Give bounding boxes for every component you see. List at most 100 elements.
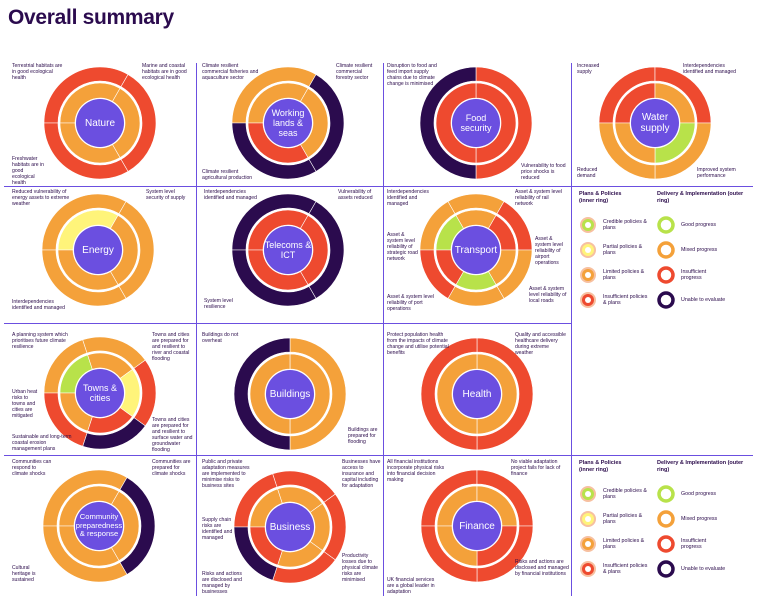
legend-item: Limited policies & plans (579, 535, 649, 553)
legend-item: Good progress (657, 216, 727, 234)
inner-ring-segment (436, 353, 478, 435)
legend: Plans & Policies (inner ring) Delivery &… (571, 455, 753, 596)
legend-swatch (580, 561, 596, 577)
inner-ring-segment (614, 122, 656, 164)
outcome-label: Communities are prepared for climate sho… (152, 459, 191, 477)
chart-business: Businesses have access to insurance and … (196, 455, 383, 596)
outcome-label: Risks and actions are disclosed and mana… (202, 571, 242, 595)
legend-label: Insufficient progress (681, 269, 707, 281)
outcome-label: Cultural heritage is sustained (12, 565, 36, 583)
page-title: Overall summary (8, 6, 174, 29)
grid-line (4, 186, 753, 187)
inner-ring-segment (58, 525, 120, 567)
outer-ring-segment (420, 525, 478, 583)
legend-swatch (580, 511, 596, 527)
ring-core (76, 99, 124, 147)
outcome-label: Supply chain risks are identified and ma… (202, 517, 233, 541)
ring-core (266, 370, 314, 418)
ring-chart (231, 66, 345, 180)
ring-chart (41, 193, 155, 307)
outer-ring-segment (231, 249, 317, 307)
outcome-label: Terrestrial habitats are in good ecologi… (12, 63, 63, 81)
ring-core (452, 99, 500, 147)
legend-label: Insufficient progress (681, 538, 707, 550)
legend-swatch (580, 536, 596, 552)
outer-ring-segment (420, 337, 478, 451)
legend-label: Partial policies & plans (603, 244, 643, 256)
legend-item: Insufficient policies & plans (579, 291, 649, 309)
inner-ring-segment (436, 525, 478, 567)
legend-label: Insufficient policies & plans (603, 294, 648, 306)
ring-core (631, 99, 679, 147)
outer-ring-segment (419, 66, 477, 180)
legend-swatch (580, 242, 596, 258)
outcome-label: Public and private adaptation measures a… (202, 459, 250, 489)
outer-ring-segment (42, 525, 128, 583)
legend-item: Insufficient progress (657, 266, 727, 284)
chart-nature: Terrestrial habitats are in good ecologi… (4, 63, 196, 186)
legend-item: Mixed progress (657, 241, 727, 259)
legend-item: Insufficient policies & plans (579, 560, 649, 578)
outer-ring-segment (233, 337, 291, 451)
chart-telecoms: Vulnerability of assets reduced System l… (196, 186, 383, 323)
legend-heading: Delivery & Implementation (outer ring) (657, 191, 744, 204)
outcome-label: Vulnerability to food price shocks is re… (521, 163, 566, 181)
outcome-label: Reduced demand (577, 167, 598, 179)
ring-core (452, 226, 500, 274)
outcome-label: Risks and actions are disclosed and mana… (515, 559, 569, 577)
ring-core (266, 503, 314, 551)
outcome-label: Urban heat risks to towns and cities are… (12, 389, 38, 419)
outcome-label: Climate resilient agricultural productio… (202, 169, 253, 181)
legend-swatch (657, 266, 675, 284)
outcome-label: System level security of supply (146, 189, 186, 201)
outcome-label: Freshwater habitats are in good ecologic… (12, 156, 44, 186)
outcome-label: Asset & system level reliability of loca… (529, 286, 567, 304)
ring-core (453, 502, 501, 550)
legend-label: Unable to evaluate (681, 297, 726, 303)
ring-core (76, 369, 124, 417)
legend-swatch (657, 241, 675, 259)
legend: Plans & Policies (inner ring) Delivery &… (571, 186, 753, 323)
legend-label: Good progress (681, 491, 717, 497)
legend-heading: Plans & Policies (inner ring) (579, 191, 622, 204)
legend-heading: Plans & Policies (inner ring) (579, 460, 622, 473)
legend-label: Partial policies & plans (603, 513, 643, 525)
legend-item: Unable to evaluate (657, 291, 727, 309)
outcome-label: A planning system which prioritises futu… (12, 332, 68, 350)
outcome-label: Buildings are prepared for flooding (348, 427, 378, 445)
chart-energy: Reduced vulnerability of energy assets t… (4, 186, 196, 323)
legend-swatch (657, 535, 675, 553)
ring-core (264, 99, 312, 147)
chart-working-lands: Climate resilient commercial fisheries a… (196, 63, 383, 186)
legend-swatch (580, 217, 596, 233)
inner-ring-segment (247, 122, 309, 164)
legend-label: Mixed progress (681, 247, 718, 253)
ring-chart (43, 66, 157, 180)
ring-chart (231, 193, 345, 307)
ring-chart (420, 337, 534, 451)
outcome-label: Buildings do not overheat (202, 332, 239, 344)
chart-water-supply: Increased supply Interdependencies ident… (571, 63, 753, 186)
outer-ring-segment (43, 392, 88, 447)
legend-swatch (657, 485, 675, 503)
legend-swatch (657, 560, 675, 578)
outcome-label: Interdependencies identified and managed (204, 189, 257, 201)
legend-item: Insufficient progress (657, 535, 727, 553)
grid-line (4, 455, 753, 456)
outcome-label: UK financial services are a global leade… (387, 577, 435, 595)
legend-label: Credible policies & plans (603, 488, 647, 500)
legend-item: Credible policies & plans (579, 485, 649, 503)
legend-swatch (580, 486, 596, 502)
inner-ring-segment (289, 353, 331, 435)
ring-core (75, 502, 123, 550)
legend-item: Partial policies & plans (579, 241, 649, 259)
grid-line (4, 323, 571, 324)
outer-ring-segment (419, 249, 456, 299)
chart-towns-cities: Towns and cities are prepared for and re… (4, 323, 196, 455)
legend-label: Insufficient policies & plans (603, 563, 648, 575)
chart-buildings: Buildings are prepared for flooding Buil… (196, 323, 383, 455)
ring-chart (233, 337, 347, 451)
legend-item: Mixed progress (657, 510, 727, 528)
outer-ring-segment (43, 122, 129, 180)
inner-ring-segment (476, 353, 518, 435)
